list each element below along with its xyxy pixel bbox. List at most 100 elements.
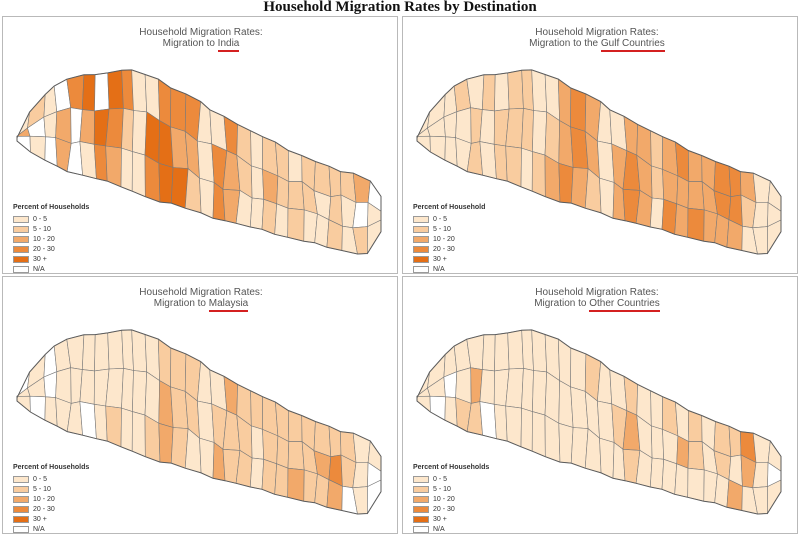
legend-item: N/A xyxy=(13,524,89,533)
legend-item: 30 + xyxy=(13,514,89,524)
district-polygon xyxy=(597,400,615,443)
legend-label: 20 - 30 xyxy=(433,505,455,513)
legend-label: N/A xyxy=(433,525,445,533)
legend-item: 10 - 20 xyxy=(13,234,89,244)
district-polygon xyxy=(250,390,263,430)
country-outline xyxy=(416,329,782,515)
legend-item: N/A xyxy=(413,524,489,533)
legend-item: 20 - 30 xyxy=(413,504,489,514)
map-title: Household Migration Rates: Migration to O… xyxy=(467,287,727,312)
district-polygon xyxy=(261,458,278,495)
district-polygon xyxy=(94,332,110,372)
district-polygon xyxy=(132,370,148,416)
district-polygon xyxy=(479,401,497,440)
district-polygon xyxy=(493,143,508,182)
district-polygon xyxy=(158,422,174,464)
district-polygon xyxy=(650,165,665,200)
district-polygon xyxy=(544,111,560,164)
district-polygon xyxy=(650,425,665,460)
district-polygon xyxy=(94,72,110,112)
district-polygon xyxy=(105,145,122,188)
district-polygon xyxy=(250,425,265,460)
district-polygon xyxy=(55,367,72,404)
district-polygon xyxy=(287,207,305,242)
legend-item: 5 - 10 xyxy=(413,484,489,494)
legend-swatch xyxy=(413,215,429,223)
legend-item: 30 + xyxy=(413,254,485,264)
district-polygon xyxy=(199,177,215,219)
district-polygon xyxy=(481,74,496,112)
legend-swatch xyxy=(413,235,429,243)
district-polygon xyxy=(249,197,265,230)
nepal-district-map xyxy=(416,69,782,255)
map-title-prefix: Migration to xyxy=(162,38,218,49)
district-polygon xyxy=(93,143,108,182)
country-outline xyxy=(16,329,382,515)
legend-label: 0 - 5 xyxy=(33,475,48,483)
legend-item: 20 - 30 xyxy=(13,244,89,254)
legend-item: 0 - 5 xyxy=(13,474,89,484)
district-polygon xyxy=(276,435,290,469)
district-polygon xyxy=(79,369,95,405)
legend-swatch xyxy=(413,245,429,253)
district-polygon xyxy=(687,441,705,471)
legend-label: N/A xyxy=(433,265,445,273)
district-polygon xyxy=(249,457,265,490)
legend-label: 10 - 20 xyxy=(33,495,55,503)
district-polygon xyxy=(444,136,458,167)
district-polygon xyxy=(531,151,546,198)
map-title-prefix: Migration to xyxy=(153,298,209,309)
district-polygon xyxy=(93,403,108,442)
district-polygon xyxy=(505,145,522,188)
legend-label: 10 - 20 xyxy=(33,235,55,243)
district-polygon xyxy=(250,165,265,200)
district-polygon xyxy=(650,130,663,170)
district-polygon xyxy=(558,422,574,464)
legend-item: 0 - 5 xyxy=(413,474,489,484)
legend-label: 30 + xyxy=(33,515,47,523)
district-polygon xyxy=(597,140,615,183)
map-title-line2: Migration to India xyxy=(71,38,331,52)
district-polygon xyxy=(687,467,705,502)
map-title-line2: Migration to the Gulf Countries xyxy=(467,38,727,52)
district-polygon xyxy=(599,437,615,479)
district-polygon xyxy=(274,463,289,498)
district-polygon xyxy=(107,329,124,370)
district-polygon xyxy=(121,367,134,413)
legend-label: 0 - 5 xyxy=(33,215,48,223)
district-polygon xyxy=(105,107,124,149)
map-panel-gulf-countries: Household Migration Rates: Migration to t… xyxy=(402,16,798,274)
legend-label: 0 - 5 xyxy=(433,475,448,483)
legend-item: 30 + xyxy=(413,514,489,524)
nepal-district-map xyxy=(416,329,782,515)
nepal-district-map xyxy=(16,69,382,255)
legend-label: 10 - 20 xyxy=(433,495,455,503)
legend-label: 5 - 10 xyxy=(33,485,51,493)
district-polygon xyxy=(16,135,31,153)
legend-item: 30 + xyxy=(13,254,89,264)
district-polygon xyxy=(676,435,690,469)
district-polygon xyxy=(16,395,31,413)
legend-swatch xyxy=(413,225,429,233)
district-polygon xyxy=(507,329,524,370)
legend-swatch xyxy=(13,475,29,483)
district-polygon xyxy=(250,130,263,170)
district-polygon xyxy=(55,107,72,144)
district-polygon xyxy=(131,151,146,198)
map-title-line1: Household Migration Rates: xyxy=(139,287,263,298)
legend-title: Percent of Households xyxy=(13,204,90,211)
legend-label: N/A xyxy=(33,265,45,273)
district-polygon xyxy=(532,110,548,156)
district-polygon xyxy=(197,140,215,183)
district-polygon xyxy=(455,367,472,404)
legend-item: N/A xyxy=(413,264,485,273)
district-polygon xyxy=(649,457,665,490)
legend-label: 30 + xyxy=(433,515,447,523)
district-polygon xyxy=(521,367,534,413)
district-polygon xyxy=(274,203,289,238)
district-polygon xyxy=(479,141,497,180)
legend-swatch xyxy=(13,495,29,503)
district-polygon xyxy=(105,367,124,409)
district-polygon xyxy=(120,147,133,192)
legend-swatch xyxy=(413,505,429,513)
